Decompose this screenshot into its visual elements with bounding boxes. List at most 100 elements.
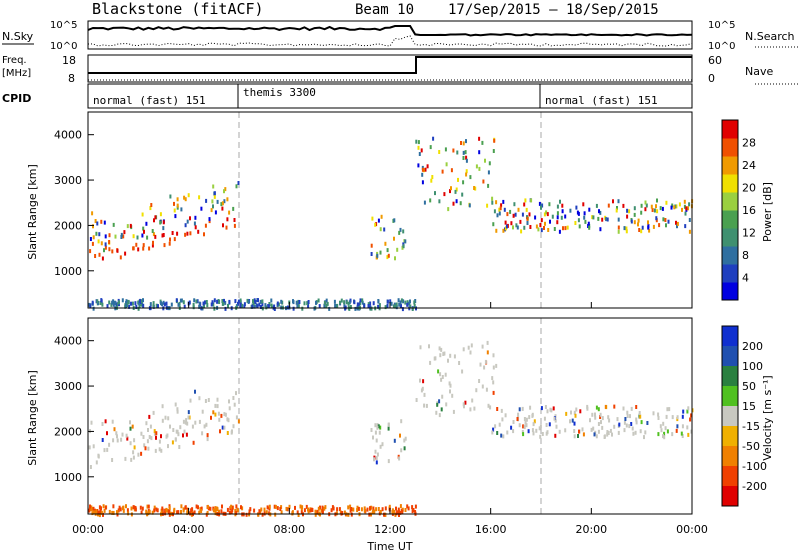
echo-cell	[688, 229, 691, 234]
colorbar-tick-label: -200	[742, 480, 767, 493]
echo-cell	[108, 300, 111, 305]
echo-cell	[597, 407, 600, 412]
echo-cell	[124, 251, 127, 256]
echo-cell	[108, 240, 111, 244]
echo-cell	[320, 508, 323, 513]
echo-cell	[235, 391, 237, 396]
echo-cell	[230, 504, 233, 509]
echo-cell	[650, 204, 653, 209]
echo-cell	[95, 231, 98, 236]
echo-cell	[398, 302, 401, 307]
echo-cell	[153, 431, 156, 436]
echo-cell	[496, 213, 499, 218]
echo-cell	[120, 437, 123, 442]
echo-cell	[161, 233, 164, 238]
echo-cell	[313, 306, 316, 311]
echo-cell	[94, 508, 96, 513]
echo-cell	[170, 302, 173, 307]
echo-cell	[662, 217, 665, 222]
echo-cell	[393, 236, 395, 241]
echo-cell	[594, 415, 597, 420]
echo-cell	[622, 406, 625, 411]
echo-cell	[522, 424, 525, 429]
echo-cell	[532, 431, 535, 436]
echo-cell	[487, 170, 490, 175]
echo-cell	[145, 509, 148, 514]
echo-cell	[379, 509, 382, 514]
echo-cell	[648, 228, 651, 233]
echo-cell	[549, 407, 552, 412]
echo-cell	[582, 202, 585, 207]
echo-cell	[167, 509, 170, 514]
echo-cell	[288, 504, 291, 509]
echo-cell	[172, 428, 175, 432]
colorbar-tick-label: -50	[742, 440, 760, 453]
echo-cell	[241, 506, 244, 511]
echo-cell	[112, 511, 115, 515]
noise-sky-trace	[87, 25, 693, 37]
echo-cell	[160, 448, 163, 453]
echo-cell	[213, 191, 216, 196]
echo-cell	[502, 228, 505, 233]
echo-cell	[689, 417, 692, 422]
colorbar-segment	[722, 138, 738, 157]
echo-cell	[253, 508, 256, 513]
echo-cell	[338, 507, 341, 512]
echo-cell	[486, 350, 489, 355]
echo-cell	[113, 300, 116, 305]
echo-cell	[418, 152, 421, 156]
echo-cell	[280, 510, 283, 515]
echo-cell	[607, 203, 610, 208]
echo-cell	[224, 187, 227, 192]
echo-cell	[169, 237, 171, 242]
echo-cell	[615, 208, 618, 213]
echo-cell	[523, 425, 526, 430]
echo-cell	[688, 218, 691, 222]
echo-cell	[106, 431, 108, 436]
echo-cell	[652, 224, 655, 229]
echo-cell	[235, 511, 238, 515]
echo-cell	[200, 509, 203, 513]
echo-cell	[377, 218, 380, 223]
echo-cell	[387, 253, 390, 258]
echo-cell	[598, 209, 600, 214]
echo-cell	[558, 229, 561, 234]
echo-cell	[167, 416, 170, 421]
freq-panel: Freq. [MHz] 18 8 60 0 Nave	[2, 54, 798, 85]
colorbar-tick-label: 50	[742, 380, 756, 393]
echo-cell	[158, 439, 161, 444]
echo-cell	[144, 446, 147, 451]
echo-cell	[639, 429, 642, 434]
echo-cell	[635, 417, 638, 422]
echo-cell	[228, 399, 230, 404]
echo-cell	[464, 400, 467, 405]
echo-cell	[237, 301, 239, 306]
echo-cell	[662, 421, 665, 426]
echo-cell	[625, 226, 628, 231]
echo-cell	[516, 225, 519, 230]
echo-cell	[440, 377, 443, 382]
echo-cell	[455, 199, 458, 204]
echo-cell	[543, 212, 546, 217]
echo-cell	[594, 412, 596, 417]
time-x-axis: 00:00 04:00 08:00 12:00 16:00 20:00 00:00	[72, 302, 708, 536]
echo-cell	[295, 300, 298, 305]
echo-cell	[220, 509, 223, 514]
echo-cell	[666, 407, 669, 412]
echo-cell	[519, 219, 522, 224]
echo-cell	[135, 305, 138, 309]
echo-cell	[205, 422, 208, 427]
echo-cell	[114, 234, 117, 239]
echo-cell	[160, 301, 162, 306]
echo-cell	[499, 206, 502, 211]
echo-cell	[234, 508, 237, 513]
beam-label: Beam 10	[355, 2, 414, 18]
echo-cell	[100, 510, 103, 515]
echo-cell	[162, 233, 165, 237]
echo-cell	[449, 383, 452, 388]
colorbar-segment	[722, 446, 738, 467]
echo-cell	[122, 508, 125, 513]
echo-cell	[131, 424, 134, 429]
echo-cell	[401, 245, 404, 250]
echo-cell	[451, 393, 454, 398]
